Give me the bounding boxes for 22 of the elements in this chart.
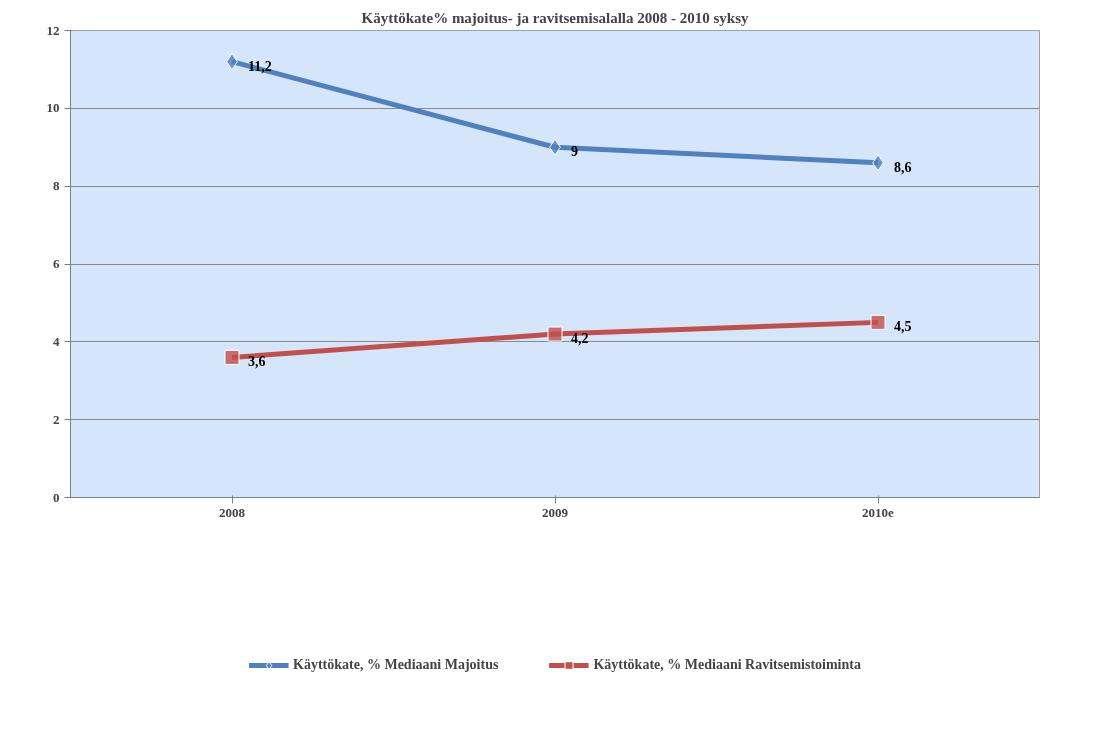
data-label: 4,2 (571, 331, 589, 347)
y-tick-label: 12 (46, 22, 60, 38)
x-tick-label: 2010e (862, 504, 895, 520)
data-label: 4,5 (894, 319, 912, 335)
data-label: 9 (571, 144, 578, 160)
data-label: 11,2 (248, 58, 272, 74)
point (224, 349, 240, 365)
y-tick-label: 4 (53, 333, 60, 349)
y-tick-label: 2 (53, 411, 60, 427)
point (547, 326, 563, 342)
y-tick-label: 0 (53, 489, 60, 505)
point (870, 314, 886, 330)
y-tick-label: 8 (53, 178, 60, 194)
legend-label: Käyttökate, % Mediaani Majoitus (293, 656, 499, 673)
data-label: 3,6 (248, 354, 266, 370)
y-tick-label: 6 (53, 256, 60, 271)
legend-label: Käyttökate, % Mediaani Ravitsemistoiminta (593, 656, 861, 673)
data-label: 8,6 (894, 159, 912, 175)
x-tick-label: 2008 (219, 504, 246, 520)
chart-title: Käyttökate% majoitus- ja ravitsemisalalla 2008 - 2010 syksy (361, 9, 750, 26)
y-tick-label: 10 (46, 100, 60, 116)
x-tick-label: 2009 (542, 504, 569, 520)
